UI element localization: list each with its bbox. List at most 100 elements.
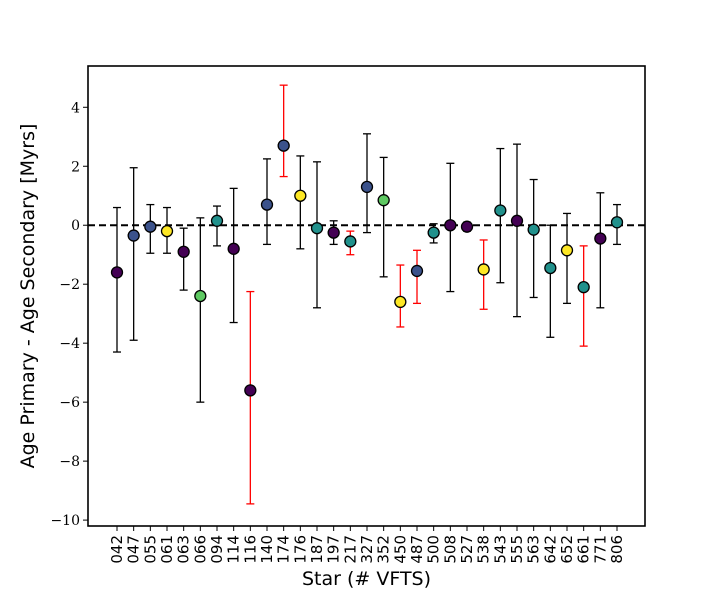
x-tick-label: 063 (175, 535, 193, 564)
x-tick-label: 771 (591, 535, 609, 564)
data-point-527 (460, 220, 474, 233)
y-tick-label: −4 (59, 336, 80, 352)
x-tick-label: 487 (408, 535, 426, 564)
x-tick-label: 217 (341, 535, 359, 564)
marker (544, 261, 557, 275)
x-tick-label: 527 (458, 535, 476, 564)
marker (127, 229, 140, 242)
marker (160, 224, 174, 238)
x-tick-label: 555 (508, 535, 526, 564)
y-tick-label: 2 (71, 159, 80, 175)
data-point-140 (260, 158, 274, 246)
x-axis-title: Star (# VFTS) (302, 568, 431, 590)
x-tick-label: 174 (275, 535, 293, 564)
x-tick-label: 450 (391, 535, 409, 564)
marker (394, 295, 407, 309)
data-point-174 (277, 84, 290, 178)
marker (560, 244, 574, 257)
x-tick-label: 197 (325, 535, 343, 564)
marker (227, 242, 240, 255)
data-point-487 (410, 249, 424, 305)
marker (444, 219, 457, 232)
marker (144, 220, 157, 233)
data-point-055 (144, 203, 157, 254)
data-point-187 (310, 161, 324, 309)
data-point-642 (544, 224, 557, 338)
marker (327, 226, 340, 239)
x-tick-label: 352 (375, 535, 393, 564)
x-tick-label: 806 (608, 535, 626, 564)
marker (527, 223, 540, 236)
data-point-563 (527, 178, 540, 299)
y-tick-label: −6 (59, 395, 80, 411)
data-point-538 (477, 239, 490, 310)
y-tick-label: 0 (71, 218, 80, 234)
x-tick-label: 500 (425, 535, 443, 564)
x-tick-label: 508 (441, 535, 459, 564)
marker (294, 189, 307, 202)
y-axis-title: Age Primary - Age Secondary [Myrs] (17, 124, 39, 469)
data-point-352 (377, 156, 390, 278)
marker (494, 204, 507, 217)
x-tick-label: 047 (125, 535, 143, 564)
y-tick-label: −8 (59, 454, 80, 470)
marker (310, 222, 324, 235)
marker (244, 384, 257, 397)
x-tick-label: 538 (475, 535, 493, 564)
x-tick-label: 066 (191, 535, 209, 564)
marker (477, 263, 490, 276)
marker (510, 214, 524, 227)
data-point-061 (160, 206, 174, 254)
x-tick-label: 661 (575, 535, 593, 564)
x-tick-label: 563 (525, 535, 543, 564)
x-tick-label: 094 (208, 535, 226, 564)
x-tick-label: 116 (241, 535, 259, 564)
marker (577, 281, 590, 294)
data-point-543 (494, 147, 507, 284)
data-point-555 (510, 143, 524, 318)
marker (260, 198, 274, 211)
data-point-176 (294, 155, 307, 250)
marker (210, 214, 224, 227)
data-point-327 (360, 133, 374, 234)
data-point-500 (427, 223, 440, 244)
marker (594, 232, 607, 245)
data-point-217 (344, 230, 357, 256)
data-point-661 (577, 245, 590, 347)
y-tick-label: −2 (59, 277, 80, 293)
marker (177, 245, 190, 258)
y-tick-label: 4 (71, 100, 80, 116)
x-tick-label: 114 (225, 535, 243, 564)
marker (360, 180, 374, 194)
x-tick-label: 327 (358, 535, 376, 564)
x-tick-label: 055 (141, 535, 159, 564)
data-point-116 (244, 290, 257, 505)
data-point-114 (227, 187, 240, 324)
x-tick-label: 642 (541, 535, 559, 564)
x-tick-label: 652 (558, 535, 576, 564)
data-point-042 (110, 206, 124, 353)
data-point-508 (444, 162, 457, 293)
marker (194, 289, 207, 303)
marker (277, 139, 290, 152)
marker (410, 264, 424, 278)
marker (344, 235, 357, 248)
data-point-066 (194, 217, 207, 403)
data-point-652 (560, 212, 574, 305)
data-point-094 (210, 205, 224, 247)
marker (427, 226, 440, 239)
data-point-806 (610, 203, 624, 246)
data-point-771 (594, 192, 607, 309)
data-point-063 (177, 227, 190, 291)
data-point-047 (127, 167, 140, 341)
x-tick-label: 543 (491, 535, 509, 564)
data-point-450 (394, 264, 407, 328)
marker (377, 194, 390, 207)
x-tick-label: 187 (308, 535, 326, 564)
marker (460, 220, 474, 233)
x-tick-label: 042 (108, 535, 126, 564)
x-tick-label: 061 (158, 535, 176, 564)
data-point-197 (327, 220, 340, 246)
y-tick-label: −10 (50, 513, 80, 529)
